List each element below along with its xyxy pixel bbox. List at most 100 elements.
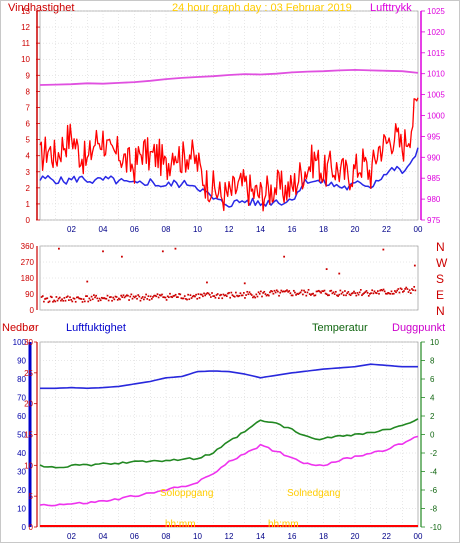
direction-tick-label: 90: [25, 290, 34, 299]
direction-point: [283, 290, 286, 293]
direction-point: [299, 291, 302, 294]
sunrise-label: Soloppgang: [160, 488, 214, 499]
y-right-tick-label: 1010: [427, 70, 445, 79]
direction-outlier-point: [121, 255, 123, 258]
direction-point: [237, 295, 239, 298]
direction-point: [263, 290, 266, 293]
direction-point: [195, 293, 197, 296]
direction-point: [102, 297, 104, 300]
x-tick-label: 02: [67, 532, 76, 541]
direction-point: [296, 292, 299, 295]
direction-point: [223, 294, 226, 297]
direction-point: [389, 292, 392, 295]
wind-average-line: [39, 147, 419, 208]
direction-point: [288, 290, 291, 292]
direction-point: [300, 289, 303, 292]
direction-point: [108, 296, 111, 299]
direction-point: [54, 300, 57, 303]
direction-point: [124, 295, 127, 298]
direction-point: [75, 296, 78, 299]
direction-point: [185, 298, 187, 300]
direction-point: [308, 293, 311, 295]
direction-point: [390, 290, 393, 293]
x-tick-label: 10: [193, 532, 202, 541]
humidity-tick-label: 25: [24, 369, 33, 378]
chart-title: 24 hour graph day : 03 Februar 2019: [172, 2, 352, 14]
direction-point: [140, 297, 143, 300]
x-tick-label: 00: [414, 532, 423, 541]
direction-point: [211, 292, 213, 294]
direction-point: [292, 289, 295, 292]
direction-point: [375, 292, 378, 295]
direction-point: [313, 294, 316, 297]
direction-point: [182, 297, 185, 300]
x-tick-label: 04: [99, 225, 108, 234]
direction-point: [306, 291, 309, 294]
direction-point: [197, 293, 200, 295]
direction-point: [178, 293, 180, 295]
direction-point: [272, 292, 275, 295]
direction-point: [397, 288, 400, 290]
direction-point: [86, 295, 88, 297]
direction-outlier-point: [206, 281, 208, 284]
direction-point: [384, 292, 387, 295]
direction-point: [191, 295, 194, 298]
wind-pressure-panel: 0123456789101112139759809859909951000100…: [21, 7, 445, 234]
direction-point: [394, 290, 396, 292]
direction-point: [352, 292, 354, 294]
rain-tick-label: 100: [13, 338, 27, 347]
y-left-tick-label: 1: [26, 200, 31, 209]
direction-point: [207, 292, 210, 295]
direction-point: [307, 288, 310, 291]
direction-point: [414, 289, 417, 292]
direction-point: [49, 295, 52, 298]
direction-point: [216, 293, 219, 295]
x-tick-label: 04: [99, 532, 108, 541]
direction-point: [264, 293, 267, 295]
rain-tick-label: 40: [17, 449, 26, 458]
direction-point: [104, 297, 107, 300]
direction-point: [248, 291, 251, 294]
direction-point: [83, 300, 86, 303]
rain-label: Nedbør: [2, 322, 39, 334]
direction-point: [110, 296, 112, 298]
direction-point: [412, 289, 414, 292]
direction-point: [342, 294, 345, 297]
direction-point: [399, 287, 402, 290]
direction-point: [143, 298, 145, 301]
direction-point: [88, 297, 91, 300]
direction-point: [325, 293, 328, 296]
direction-point: [366, 291, 369, 294]
direction-point: [154, 294, 157, 297]
direction-point: [270, 290, 272, 292]
direction-point: [242, 292, 245, 294]
direction-point: [261, 295, 263, 298]
direction-point: [386, 292, 388, 295]
direction-point: [47, 301, 50, 304]
direction-point: [152, 296, 154, 298]
direction-point: [354, 292, 356, 295]
direction-point: [323, 289, 326, 292]
direction-point: [103, 297, 105, 299]
compass-label: S: [436, 272, 444, 286]
direction-point: [161, 293, 163, 296]
x-tick-label: 20: [351, 225, 360, 234]
direction-point: [253, 295, 255, 298]
direction-point: [403, 290, 405, 292]
direction-point: [50, 296, 53, 299]
direction-point: [156, 293, 159, 295]
direction-point: [106, 294, 109, 297]
direction-point: [82, 298, 85, 301]
direction-point: [267, 294, 270, 297]
y-left-tick-label: 8: [26, 87, 31, 96]
direction-point: [70, 298, 73, 301]
direction-point: [241, 294, 244, 297]
direction-point: [160, 294, 162, 297]
direction-point: [396, 289, 399, 292]
direction-point: [150, 297, 153, 300]
direction-point: [131, 297, 134, 300]
direction-point: [41, 295, 44, 297]
y-right-tick-label: 980: [427, 195, 441, 204]
direction-outlier-point: [382, 248, 385, 251]
